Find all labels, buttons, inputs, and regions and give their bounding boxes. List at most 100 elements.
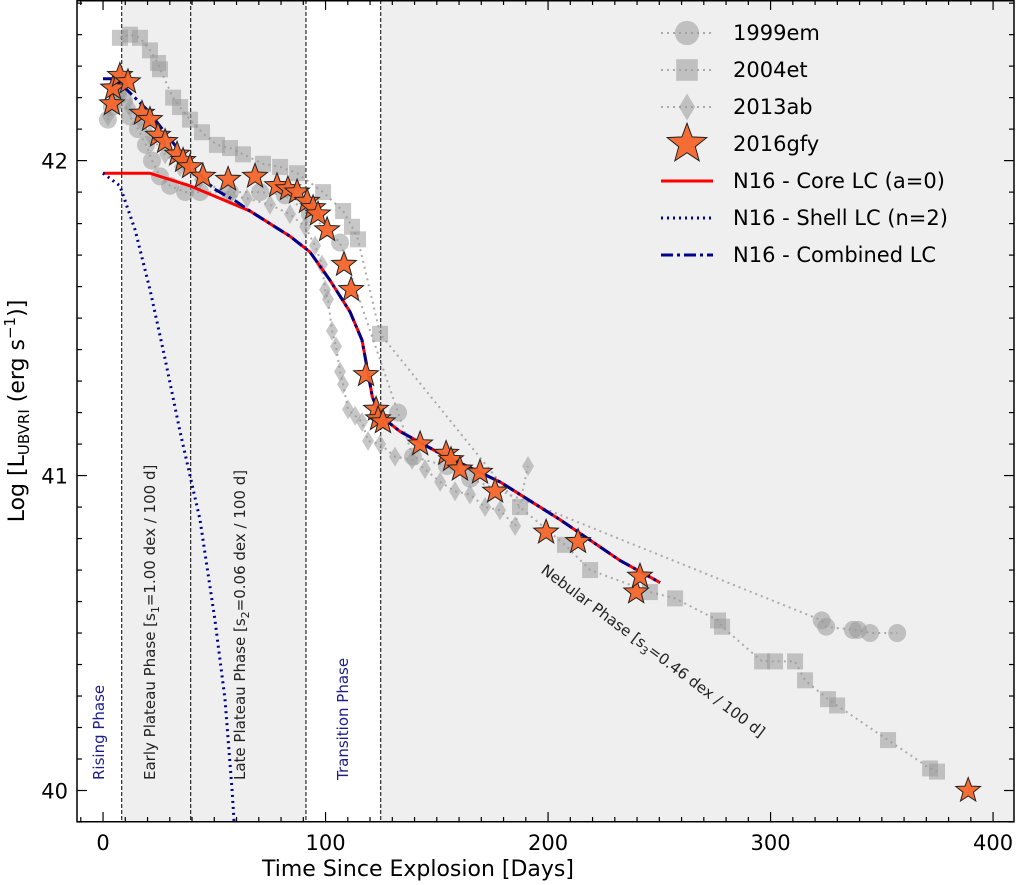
annotation-text: Transition Phase [334, 658, 352, 781]
series-n16-shell-lc-n-2- [102, 171, 236, 823]
plot-frame [76, 0, 1015, 823]
x-axis-title: Time Since Explosion [Days] [261, 857, 574, 882]
data-point-star [481, 476, 509, 503]
legend-label: N16 - Core LC (a=0) [733, 169, 945, 193]
phase-annotation: Rising Phase [90, 685, 108, 780]
data-point-star [406, 429, 434, 456]
series-line [103, 77, 661, 584]
legend-item: 1999em [661, 20, 820, 46]
data-point-diamond [356, 412, 369, 433]
phase-annotation: Transition Phase [334, 658, 352, 781]
data-point-diamond [299, 216, 312, 237]
data-point-square [797, 672, 814, 689]
data-point-diamond [315, 254, 328, 275]
data-point-circle [888, 624, 907, 643]
annotation-subscript: 1 [149, 606, 162, 613]
data-point-diamond [509, 515, 522, 536]
data-point-star [304, 199, 332, 226]
data-point-square [289, 165, 306, 182]
data-point-circle [176, 183, 195, 202]
data-point-star [330, 250, 358, 277]
legend-item: 2016gfy [665, 121, 819, 162]
data-point-diamond [449, 481, 462, 502]
y-tick-label: 42 [41, 150, 68, 174]
data-point-square [667, 590, 684, 607]
axis-ticks: 0 100 200 300 400 40 41 42 [41, 0, 1014, 855]
data-point-diamond [522, 456, 535, 477]
data-point-star [564, 527, 592, 554]
legend-marker-star [665, 121, 709, 162]
legend-marker-diamond [678, 93, 696, 121]
data-point-star [214, 165, 242, 192]
data-point-diamond [325, 320, 338, 341]
data-point-square [208, 136, 225, 153]
data-point-star [136, 105, 164, 132]
data-point-square [754, 653, 771, 670]
data-point-star [151, 127, 179, 154]
data-point-diamond [240, 188, 253, 209]
legend-label: N16 - Combined LC [733, 243, 936, 267]
data-point-square [194, 124, 211, 141]
data-point-diamond [321, 289, 334, 310]
data-point-diamond [406, 449, 419, 470]
phase-annotation: Late Plateau Phase [s2=0.06 dex / 100 d] [231, 470, 252, 780]
data-point-circle [861, 624, 880, 643]
data-point-square [714, 618, 731, 635]
legend-item: N16 - Shell LC (n=2) [661, 206, 948, 230]
data-point-circle [817, 617, 836, 636]
data-point-star [446, 454, 474, 481]
series-2016gfy [98, 61, 982, 803]
annotation-text: Early Plateau Phase [s [141, 613, 159, 780]
legend-item: 2004et [661, 58, 808, 82]
y-axis-title: Log [LUBVRI (erg s−1)] [1, 300, 33, 523]
data-point-diamond [479, 497, 492, 518]
x-tick-label: 200 [528, 831, 568, 855]
data-point-diamond [330, 336, 343, 357]
data-point-square [151, 61, 168, 78]
data-point-square [372, 325, 389, 342]
data-point-square [255, 155, 272, 172]
legend-label: 2013ab [733, 95, 813, 119]
legend-marker-square [676, 59, 698, 81]
data-point-square [315, 184, 332, 201]
x-tick-label: 400 [973, 831, 1013, 855]
data-point-square [582, 562, 599, 579]
data-point-circle [251, 183, 270, 202]
data-point-star [352, 360, 380, 387]
legend-item: N16 - Combined LC [661, 243, 936, 267]
annotation-text: Late Plateau Phase [s [231, 618, 249, 780]
legend-label: N16 - Shell LC (n=2) [733, 206, 948, 230]
data-point-circle [389, 403, 408, 422]
y-tick-label: 41 [41, 465, 68, 489]
data-point-star [626, 561, 654, 589]
series-line [102, 171, 236, 823]
data-point-square [767, 653, 784, 670]
data-point-star [466, 457, 494, 485]
data-point-star [369, 407, 397, 434]
legend-label: 2004et [733, 58, 808, 82]
data-point-diamond [419, 459, 432, 480]
x-tick-label: 100 [305, 831, 345, 855]
data-point-square [929, 763, 946, 780]
data-point-square [182, 111, 199, 128]
data-point-diamond [434, 471, 447, 492]
data-point-star [532, 517, 560, 544]
shaded-region [380, 0, 1015, 822]
phase-annotation: Early Plateau Phase [s1=1.00 dex / 100 d… [141, 465, 162, 780]
data-point-square [234, 146, 251, 163]
data-point-square [131, 29, 148, 46]
data-point-diamond [283, 204, 296, 225]
data-point-diamond [463, 484, 476, 505]
data-point-star [622, 577, 650, 604]
y-tick-label: 40 [41, 780, 68, 804]
annotation-text-tail: =0.06 dex / 100 d] [231, 470, 249, 611]
series-2004et [111, 26, 946, 780]
legend-label: 2016gfy [733, 132, 819, 156]
data-point-star [241, 161, 269, 189]
data-point-diamond [309, 235, 322, 256]
legend-item: N16 - Core LC (a=0) [661, 169, 945, 193]
data-point-square [344, 218, 361, 235]
series-n16-combined-lc [103, 77, 661, 584]
data-point-square [272, 158, 289, 175]
